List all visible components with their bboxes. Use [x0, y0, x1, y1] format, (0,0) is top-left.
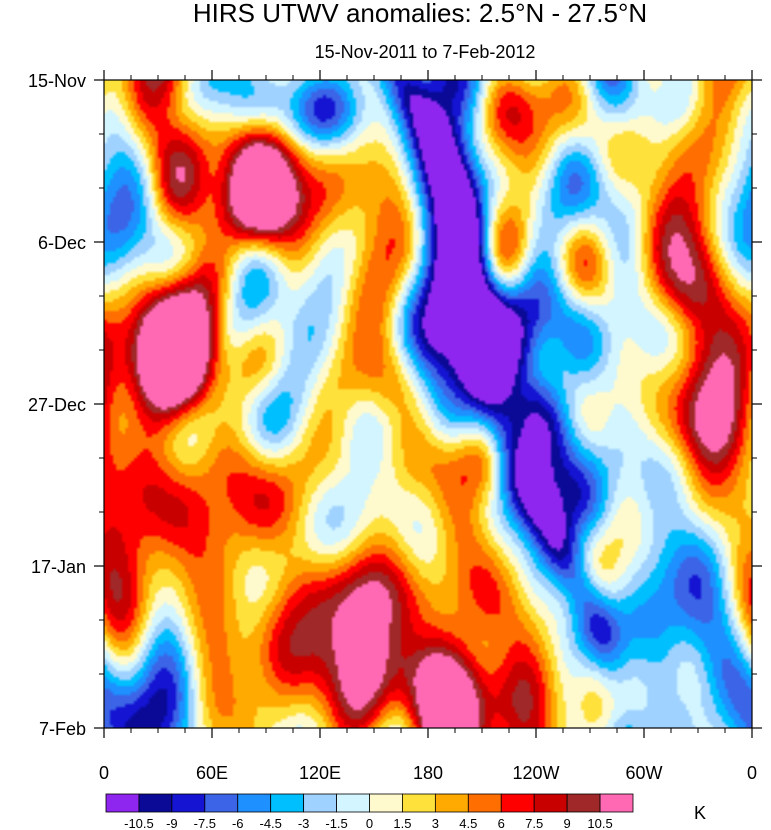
colorbar-level-label: -4.5 [259, 816, 281, 830]
colorbar-level-label: -3 [298, 816, 310, 830]
colorbar-swatch [303, 793, 337, 813]
y-tick-label: 15-Nov [28, 71, 86, 91]
y-tick-label: 27-Dec [28, 395, 86, 415]
colorbar-level-label: 0 [366, 816, 373, 830]
colorbar-level-label: -10.5 [124, 816, 154, 830]
colorbar: -10.5 -9 -7.5 -6 -4.5 -3 -1.5 0 1.5 3 4.5 6 7.5 9 10.5 [105, 793, 634, 830]
colorbar-swatch [566, 793, 601, 813]
colorbar-level-label: 9 [564, 816, 571, 830]
colorbar-swatch [369, 793, 403, 813]
x-axis: 0 60E 120E 180 120W 60W 0 [99, 70, 757, 783]
chart-title: HIRS UTWV anomalies: 2.5°N - 27.5°N [193, 0, 647, 28]
colorbar-level-label: -9 [166, 816, 178, 830]
colorbar-level-label: 7.5 [525, 816, 543, 830]
anomaly-field [104, 80, 752, 728]
y-tick-label: 6-Dec [38, 233, 86, 253]
x-tick-label: 120W [512, 763, 559, 783]
x-tick-label: 60W [625, 763, 662, 783]
colorbar-level-label: 3 [432, 816, 439, 830]
colorbar-swatch [467, 793, 502, 813]
x-tick-label: 0 [99, 763, 109, 783]
y-axis: 15-Nov 6-Dec 27-Dec 17-Jan 7-Feb [28, 71, 762, 739]
plot-area [103, 79, 753, 729]
colorbar-swatch [336, 793, 370, 813]
colorbar-swatch [402, 793, 436, 813]
colorbar-level-label: 4.5 [459, 816, 477, 830]
colorbar-level-label: 1.5 [393, 816, 411, 830]
colorbar-swatch [171, 793, 206, 813]
x-tick-label: 180 [413, 763, 443, 783]
colorbar-swatch [138, 793, 173, 813]
colorbar-level-label: -7.5 [194, 816, 216, 830]
x-tick-label: 60E [196, 763, 228, 783]
x-tick-label: 0 [747, 763, 757, 783]
colorbar-swatch [105, 793, 140, 813]
colorbar-swatch [270, 793, 305, 813]
colorbar-swatch [599, 793, 634, 813]
colorbar-swatch [533, 793, 568, 813]
colorbar-level-label: 10.5 [587, 816, 612, 830]
y-tick-label: 7-Feb [39, 719, 86, 739]
colorbar-level-label: -1.5 [325, 816, 347, 830]
colorbar-swatch [237, 793, 272, 813]
colorbar-unit-label: K [694, 803, 706, 823]
colorbar-swatch [500, 793, 535, 813]
colorbar-swatch [204, 793, 239, 813]
colorbar-level-label: -6 [232, 816, 244, 830]
colorbar-swatch [434, 793, 469, 813]
colorbar-level-label: 6 [498, 816, 505, 830]
y-tick-label: 17-Jan [31, 557, 86, 577]
chart-subtitle: 15-Nov-2011 to 7-Feb-2012 [315, 42, 536, 62]
x-tick-label: 120E [299, 763, 341, 783]
